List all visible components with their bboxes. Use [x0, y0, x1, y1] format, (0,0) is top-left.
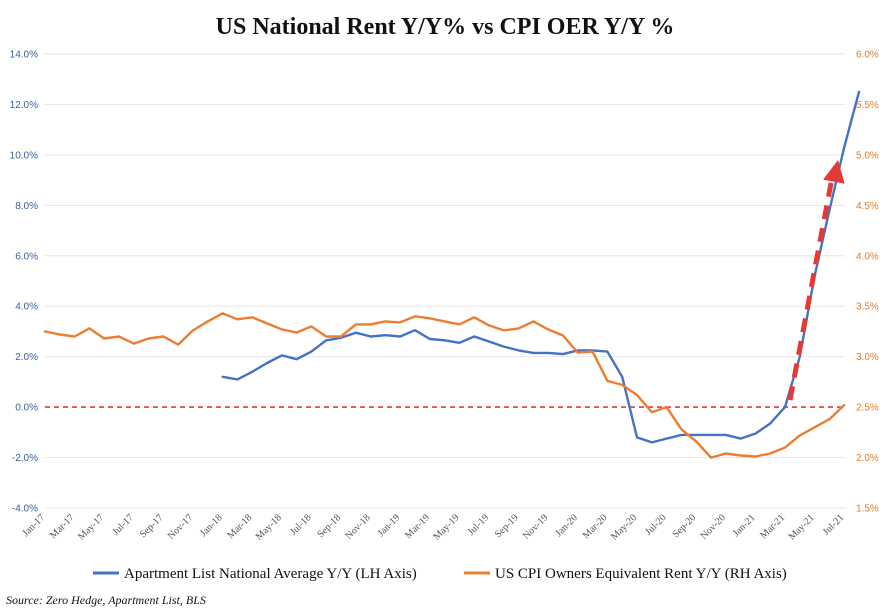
x-axis-tick-label: Mar-19: [403, 512, 432, 541]
left-axis-tick-label: 0.0%: [15, 403, 38, 414]
x-axis-tick-label: May-21: [787, 512, 817, 542]
left-axis-tick-label: 10.0%: [10, 150, 38, 161]
series-lines: [43, 90, 861, 459]
x-axis-tick-label: May-19: [431, 512, 461, 542]
right-axis-tick-label: 5.0%: [856, 150, 879, 161]
series-line-apartment-list: [221, 90, 861, 444]
x-axis-tick-label: Jan-20: [553, 512, 580, 539]
x-axis-tick-label: Nov-19: [521, 512, 550, 541]
arrow-shaft: [787, 177, 835, 401]
chart-title: US National Rent Y/Y% vs CPI OER Y/Y %: [216, 14, 675, 40]
left-axis-tick-label: 8.0%: [15, 201, 38, 212]
x-axis-tick-label: Sep-17: [138, 512, 166, 540]
x-axis-tick-label: May-18: [254, 512, 284, 542]
right-axis-tick-label: 2.0%: [856, 453, 879, 464]
right-axis-tick-label: 4.0%: [856, 251, 879, 262]
x-axis-tick-label: Jul-19: [466, 512, 491, 537]
trend-arrow: [787, 160, 845, 401]
x-axis-tick-label: Nov-18: [343, 512, 372, 541]
source-note: Source: Zero Hedge, Apartment List, BLS: [6, 593, 206, 607]
x-axis-tick-label: Sep-20: [671, 512, 699, 540]
right-axis-tick-label: 3.5%: [856, 302, 879, 313]
right-axis-tick-label: 6.0%: [856, 50, 879, 61]
left-axis-tick-label: 4.0%: [15, 302, 38, 313]
right-axis-tick-label: 3.0%: [856, 352, 879, 363]
left-axis-tick-label: 14.0%: [10, 50, 38, 61]
left-axis-tick-label: 12.0%: [10, 100, 38, 111]
x-axis-tick-label: Nov-17: [166, 512, 195, 541]
right-axis-tick-label: 4.5%: [856, 201, 879, 212]
x-axis-tick-label: Mar-20: [581, 512, 610, 541]
series-line-cpi-oer: [43, 312, 846, 459]
right-axis-tick-label: 1.5%: [856, 504, 879, 515]
x-axis-tick-label: May-17: [76, 512, 106, 542]
left-axis-tick-label: 6.0%: [15, 251, 38, 262]
x-axis-tick-label: Jul-21: [821, 512, 846, 537]
x-axis-tick-label: Mar-18: [225, 512, 254, 541]
x-axis-tick-label: Jan-21: [731, 512, 758, 539]
left-axis-tick-label: -4.0%: [12, 504, 38, 515]
gridlines: [45, 53, 845, 509]
x-axis-tick-label: Jul-20: [643, 512, 668, 537]
left-axis-tick-label: 2.0%: [15, 352, 38, 363]
x-axis-tick-label: May-20: [609, 512, 639, 542]
x-axis: Jan-17 Mar-17 May-17 Jul-17 Sep-17 Nov-17 Jan-…: [20, 512, 846, 542]
x-axis-tick-label: Jan-18: [198, 512, 225, 539]
legend-label-cpi-oer: US CPI Owners Equivalent Rent Y/Y (RH Ax…: [495, 566, 787, 582]
arrow-head: [823, 160, 845, 184]
left-axis-tick-label: -2.0%: [12, 453, 38, 464]
x-axis-tick-label: Jan-19: [376, 512, 403, 539]
right-y-axis: 1.5% 2.0% 2.5% 3.0% 3.5% 4.0% 4.5% 5.0% 5.5% 6.0%: [856, 50, 879, 515]
x-axis-tick-label: Sep-19: [493, 512, 521, 540]
x-axis-tick-label: Mar-17: [48, 512, 77, 541]
left-y-axis: -4.0% -2.0% 0.0% 2.0% 4.0% 6.0% 8.0% 10.0% 12.0%…: [10, 50, 38, 515]
x-axis-tick-label: Mar-21: [758, 512, 787, 541]
legend-label-apartment-list: Apartment List National Average Y/Y (LH …: [124, 566, 417, 582]
x-axis-tick-label: Jul-18: [288, 512, 313, 537]
x-axis-tick-label: Jul-17: [110, 512, 135, 537]
right-axis-tick-label: 5.5%: [856, 100, 879, 111]
x-axis-tick-label: Sep-18: [315, 512, 343, 540]
x-axis-tick-label: Nov-20: [699, 512, 728, 541]
x-axis-tick-label: Jan-17: [20, 512, 47, 539]
right-axis-tick-label: 2.5%: [856, 403, 879, 414]
legend: Apartment List National Average Y/Y (LH …: [93, 566, 787, 582]
